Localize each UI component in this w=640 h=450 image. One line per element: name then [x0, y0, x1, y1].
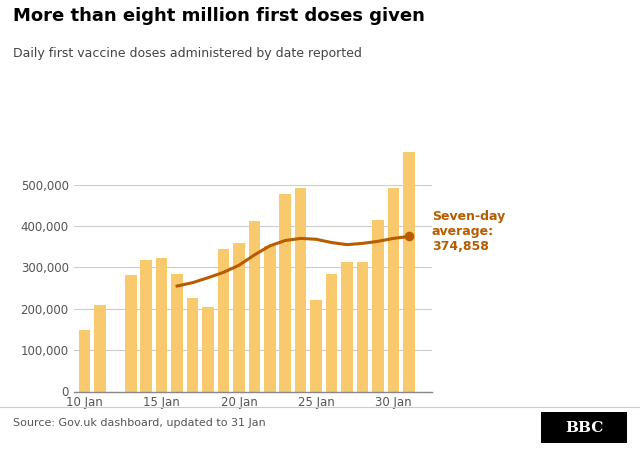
Text: Daily first vaccine doses administered by date reported: Daily first vaccine doses administered b…	[13, 47, 362, 60]
Bar	[264, 246, 276, 392]
Bar	[187, 298, 198, 392]
Bar	[233, 243, 244, 392]
Bar	[372, 220, 384, 392]
Bar	[202, 307, 214, 392]
Text: More than eight million first doses given: More than eight million first doses give…	[13, 7, 425, 25]
Bar	[79, 330, 90, 392]
Bar	[403, 152, 415, 392]
Bar	[356, 262, 368, 392]
Bar	[295, 188, 307, 392]
Bar	[125, 275, 136, 392]
Bar	[280, 194, 291, 392]
Bar	[218, 249, 229, 392]
Bar	[341, 262, 353, 392]
Text: BBC: BBC	[565, 420, 603, 435]
Bar	[326, 274, 337, 392]
Bar	[94, 305, 106, 392]
Bar	[388, 189, 399, 392]
Bar	[156, 258, 168, 392]
Bar	[172, 274, 183, 392]
Text: Seven-day
average:
374,858: Seven-day average: 374,858	[432, 210, 505, 253]
Point	[404, 233, 414, 240]
Text: Source: Gov.uk dashboard, updated to 31 Jan: Source: Gov.uk dashboard, updated to 31 …	[13, 418, 266, 428]
Bar	[248, 221, 260, 392]
Bar	[140, 261, 152, 392]
Bar	[310, 300, 322, 392]
